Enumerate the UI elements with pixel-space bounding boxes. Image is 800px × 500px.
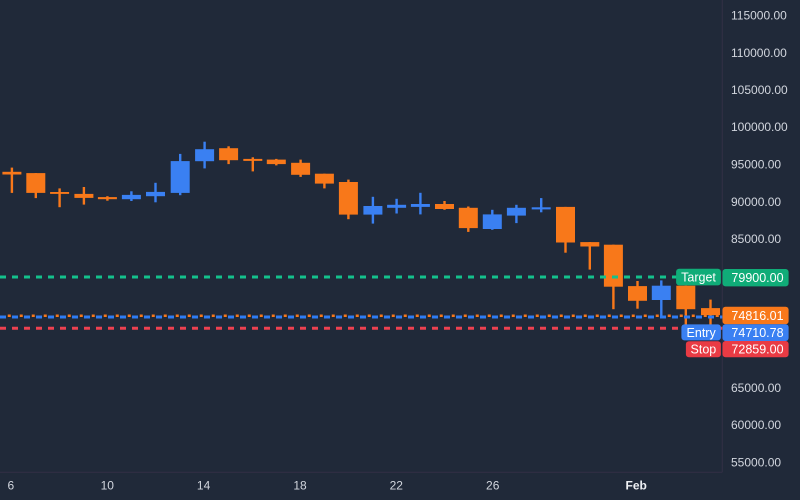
svg-text:74710.78: 74710.78 [731, 326, 783, 340]
svg-text:Target: Target [681, 271, 716, 285]
svg-text:90000.00: 90000.00 [731, 195, 781, 209]
svg-text:115000.00: 115000.00 [731, 9, 787, 23]
svg-text:65000.00: 65000.00 [731, 381, 781, 395]
svg-text:95000.00: 95000.00 [731, 158, 781, 172]
svg-text:6: 6 [8, 479, 15, 493]
svg-text:55000.00: 55000.00 [731, 456, 781, 470]
svg-text:18: 18 [293, 479, 307, 493]
svg-text:110000.00: 110000.00 [731, 46, 787, 60]
svg-text:100000.00: 100000.00 [731, 120, 788, 134]
svg-text:85000.00: 85000.00 [731, 232, 781, 246]
svg-text:26: 26 [486, 479, 500, 493]
svg-text:22: 22 [390, 479, 404, 493]
svg-text:Entry: Entry [687, 326, 717, 340]
svg-text:74816.01: 74816.01 [731, 309, 783, 323]
svg-text:79900.00: 79900.00 [731, 271, 783, 285]
svg-text:10: 10 [101, 479, 115, 493]
svg-text:60000.00: 60000.00 [731, 418, 781, 432]
svg-text:Feb: Feb [626, 479, 647, 493]
svg-text:105000.00: 105000.00 [731, 83, 788, 97]
svg-text:14: 14 [197, 479, 211, 493]
svg-text:Stop: Stop [691, 343, 717, 357]
svg-text:72859.00: 72859.00 [731, 343, 783, 357]
